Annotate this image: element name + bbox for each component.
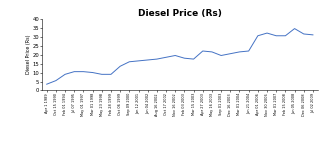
Title: Diesel Price (Rs): Diesel Price (Rs) (138, 9, 222, 18)
Y-axis label: Diesel Price (Rs): Diesel Price (Rs) (26, 35, 30, 74)
